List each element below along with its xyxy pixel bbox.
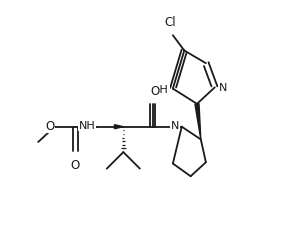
Text: NH: NH (152, 84, 169, 94)
Text: Cl: Cl (164, 16, 176, 29)
Text: N: N (171, 121, 179, 131)
Polygon shape (195, 104, 201, 140)
Text: O: O (151, 85, 160, 98)
Text: O: O (70, 158, 80, 171)
Text: NH: NH (79, 121, 95, 131)
Text: O: O (45, 119, 54, 132)
Polygon shape (114, 125, 123, 129)
Text: N: N (219, 83, 227, 93)
